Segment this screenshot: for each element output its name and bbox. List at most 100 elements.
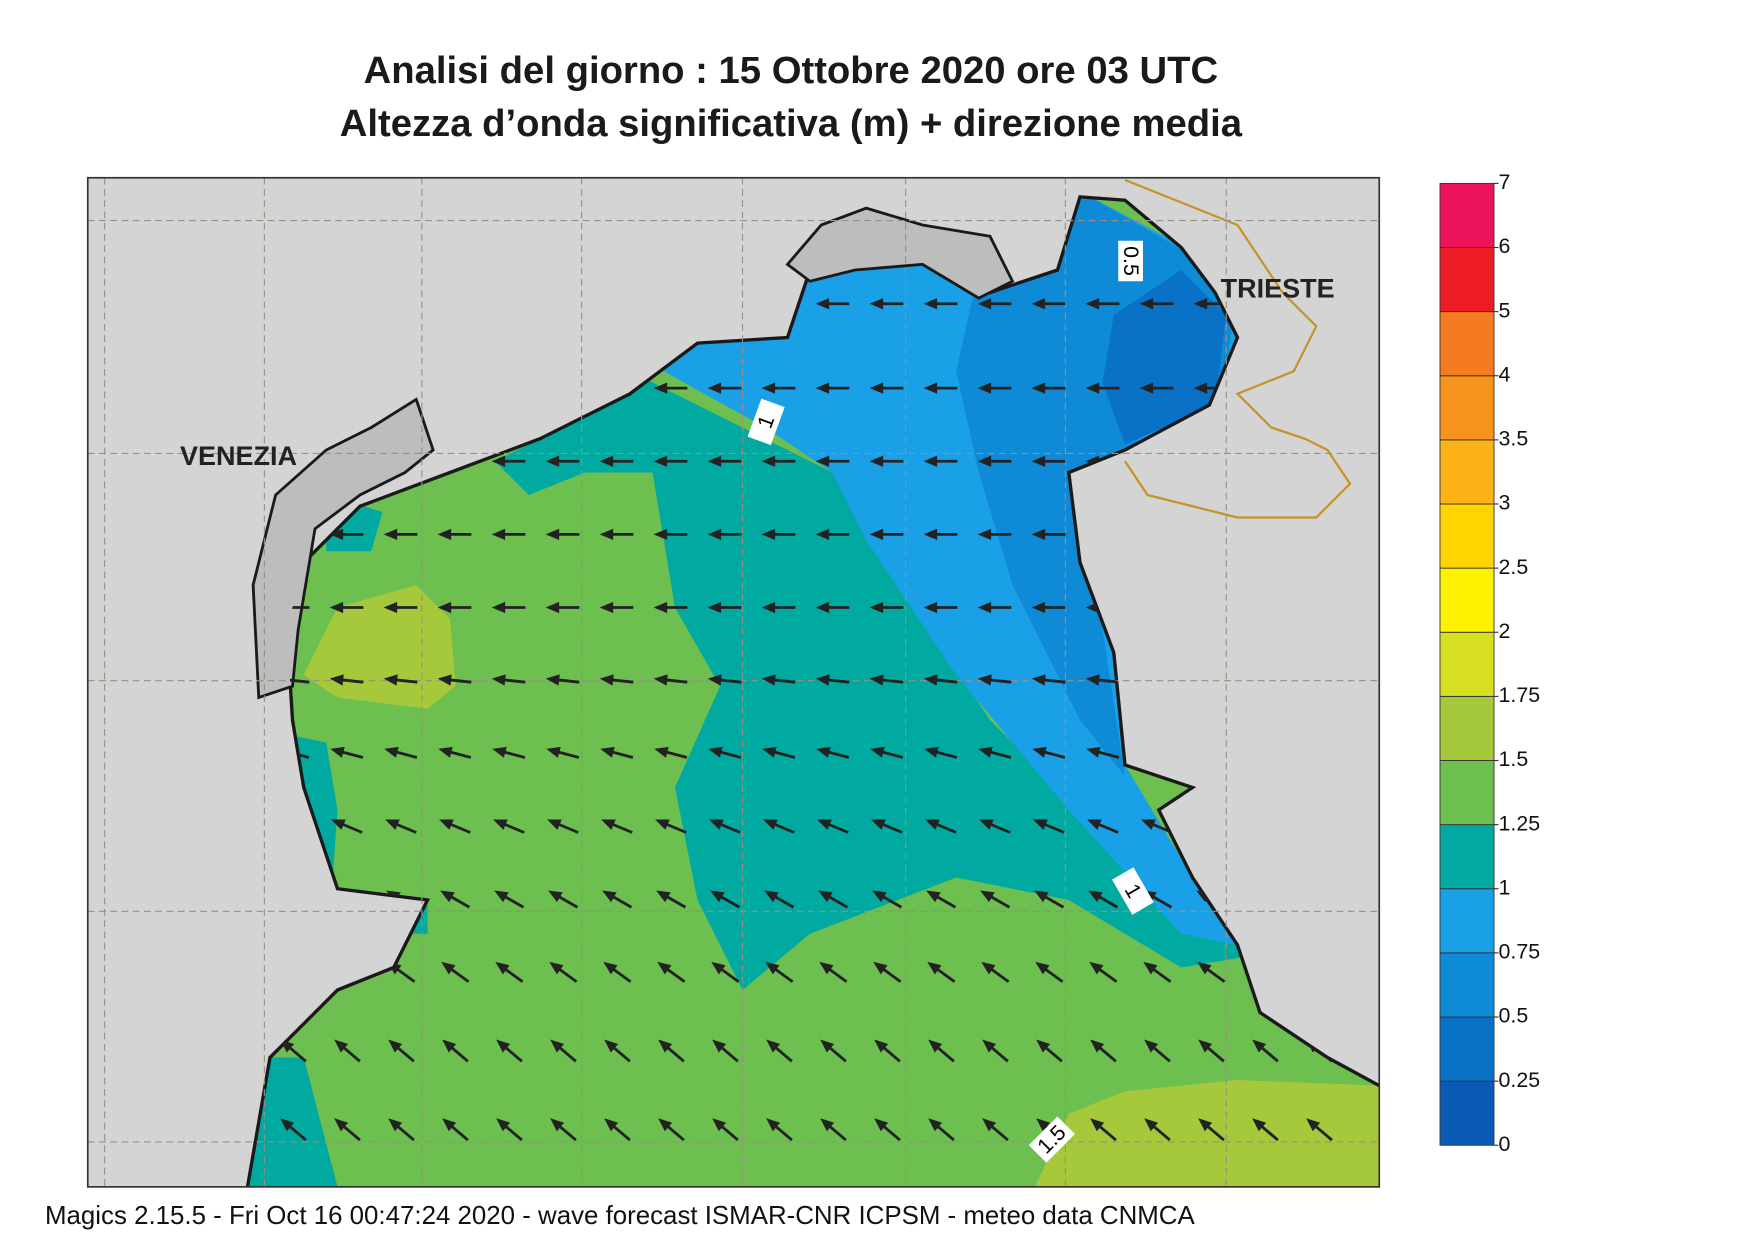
arrow	[442, 1118, 469, 1142]
arrow	[977, 382, 1012, 394]
colorbar-tick-label: 1.5	[1499, 747, 1529, 771]
arrow-head	[977, 601, 992, 614]
band-100	[495, 371, 1249, 990]
arrow-head	[869, 528, 884, 540]
arrow	[545, 455, 580, 467]
arrow-head	[599, 528, 614, 540]
arrow	[437, 601, 472, 614]
arrow	[437, 674, 472, 686]
arrow-head	[1085, 674, 1100, 686]
colorbar-swatch	[1439, 824, 1495, 890]
arrow-head	[330, 746, 345, 758]
arrow	[658, 1118, 685, 1142]
arrow-head	[657, 961, 672, 975]
colorbar-swatch	[1439, 1016, 1495, 1082]
arrow-head	[764, 890, 779, 903]
arrow-head	[491, 528, 506, 540]
arrow-head	[978, 746, 993, 758]
arrow-head	[979, 819, 994, 830]
arrow-head	[1034, 890, 1049, 903]
arrow	[765, 961, 794, 983]
arrow	[923, 382, 958, 394]
band-150	[303, 585, 1380, 1187]
arrow-head	[869, 455, 884, 467]
arrow-head	[977, 674, 992, 686]
arrow	[491, 455, 526, 467]
arrow	[977, 674, 1012, 686]
arrow	[1144, 1039, 1171, 1063]
arrow-head	[545, 455, 560, 467]
arrow	[978, 746, 1012, 759]
arrow	[923, 528, 958, 540]
arrow-head	[383, 528, 398, 540]
arrow-head	[496, 1039, 511, 1053]
arrow-head	[654, 746, 669, 758]
arrow	[923, 455, 958, 467]
arrow-head	[980, 890, 995, 903]
arrow	[1034, 890, 1065, 909]
arrow-head	[653, 601, 668, 614]
arrow-head	[491, 674, 506, 686]
arrow	[384, 746, 418, 759]
arrow	[1085, 674, 1120, 686]
arrow	[977, 601, 1012, 614]
arrow	[979, 819, 1011, 834]
arrow-head	[495, 961, 510, 975]
arrow-head	[766, 1039, 781, 1053]
arrow-head	[599, 674, 614, 686]
arrow-head	[329, 674, 344, 686]
arrow	[923, 298, 958, 310]
arrow	[1032, 746, 1066, 759]
arrow-head	[927, 961, 942, 975]
arrow-head	[1035, 961, 1050, 975]
arrow-head	[280, 1118, 295, 1132]
arrow	[545, 528, 580, 540]
arrow-head	[493, 819, 508, 830]
arrow-head	[600, 746, 615, 758]
arrow	[820, 1039, 847, 1063]
arrow	[496, 1039, 523, 1063]
arrow-head	[1087, 819, 1102, 830]
arrow-head	[383, 674, 398, 686]
arrow	[1035, 961, 1064, 983]
arrow	[982, 1039, 1009, 1063]
arrow	[1033, 819, 1065, 834]
colorbar-tick-label: 5	[1499, 298, 1511, 322]
arrow	[1031, 601, 1066, 614]
arrow	[1031, 455, 1066, 467]
arrow-head	[815, 674, 830, 686]
arrow	[600, 746, 634, 759]
arrow-head	[334, 1039, 349, 1053]
arrow	[816, 746, 850, 759]
arrow-head	[874, 1118, 889, 1132]
arrow	[928, 1118, 955, 1142]
arrow-head	[601, 819, 616, 830]
arrow	[383, 601, 418, 614]
arrow	[437, 528, 472, 540]
arrow	[1088, 890, 1119, 909]
arrow-head	[494, 890, 509, 903]
marano-lagoon	[785, 206, 1015, 300]
arrow	[1089, 961, 1118, 983]
arrow-head	[820, 1039, 835, 1053]
arrow-head	[603, 961, 618, 975]
arrow	[655, 819, 687, 834]
arrow	[441, 961, 470, 983]
arrow	[815, 455, 850, 467]
arrow	[547, 819, 579, 834]
arrow	[761, 455, 796, 467]
arrow-head	[1031, 601, 1046, 614]
arrow	[977, 298, 1012, 310]
arrow	[708, 746, 742, 759]
arrow	[869, 601, 904, 614]
arrow	[817, 819, 849, 834]
arrow	[869, 674, 904, 686]
arrow-head	[1139, 298, 1154, 310]
arrow	[924, 746, 958, 759]
arrow	[494, 890, 525, 909]
arrow-head	[816, 746, 831, 758]
arrow	[383, 528, 418, 540]
contour-label: 1	[1112, 867, 1154, 915]
colorbar-tick-label: 1.25	[1499, 811, 1541, 835]
arrow	[977, 528, 1012, 540]
